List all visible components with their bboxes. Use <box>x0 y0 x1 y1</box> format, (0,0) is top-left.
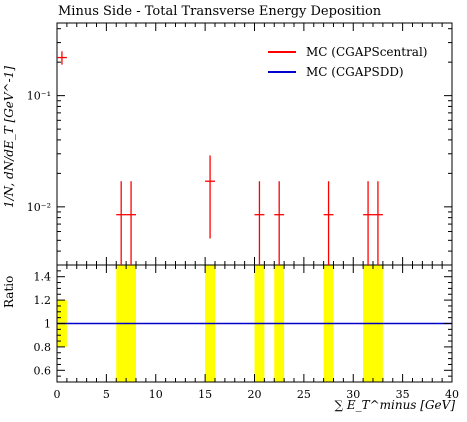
legend-swatch-cgapscentral <box>268 51 296 53</box>
legend-label-cgapsdd: MC (CGAPSDD) <box>306 65 404 79</box>
ratio-y-tick-label-0.6: 0.6 <box>34 364 52 377</box>
ratio-y-axis-label-text: Ratio <box>2 275 16 308</box>
ratio-y-tick-label-1: 1 <box>44 318 51 331</box>
legend-entry-cgapscentral: MC (CGAPScentral) <box>268 42 427 62</box>
main-y-tick-label-1: 10⁻¹ <box>27 90 51 103</box>
ratio-y-tick-label-0.8: 0.8 <box>34 341 52 354</box>
legend-swatch-cgapsdd <box>268 71 296 73</box>
x-tick-label-0: 0 <box>54 388 61 401</box>
x-tick-label-30: 30 <box>346 388 360 401</box>
chart-title: Minus Side - Total Transverse Energy Dep… <box>58 4 382 19</box>
x-tick-label-10: 10 <box>149 388 163 401</box>
x-tick-label-40: 40 <box>445 388 459 401</box>
x-tick-label-15: 15 <box>198 388 212 401</box>
x-tick-label-20: 20 <box>248 388 262 401</box>
main-y-axis-label: 1/N, dN/dE_T [GeV^-1] <box>2 66 18 208</box>
legend: MC (CGAPScentral) MC (CGAPSDD) <box>268 42 427 82</box>
ratio-y-axis-label: Ratio <box>0 272 16 312</box>
ratio-y-tick-label-1.2: 1.2 <box>34 294 52 307</box>
legend-label-cgapscentral: MC (CGAPScentral) <box>306 45 428 59</box>
x-axis-label: ∑ E_T^minus [GeV] <box>334 398 455 412</box>
x-tick-label-25: 25 <box>297 388 311 401</box>
x-tick-label-5: 5 <box>103 388 110 401</box>
x-tick-label-35: 35 <box>396 388 410 401</box>
main-y-axis-label-text: 1/N, dN/dE_T [GeV^-1] <box>2 66 16 208</box>
legend-entry-cgapsdd: MC (CGAPSDD) <box>268 62 427 82</box>
main-y-tick-label-0: 10⁻² <box>27 201 51 214</box>
ratio-y-tick-label-1.4: 1.4 <box>34 271 52 284</box>
